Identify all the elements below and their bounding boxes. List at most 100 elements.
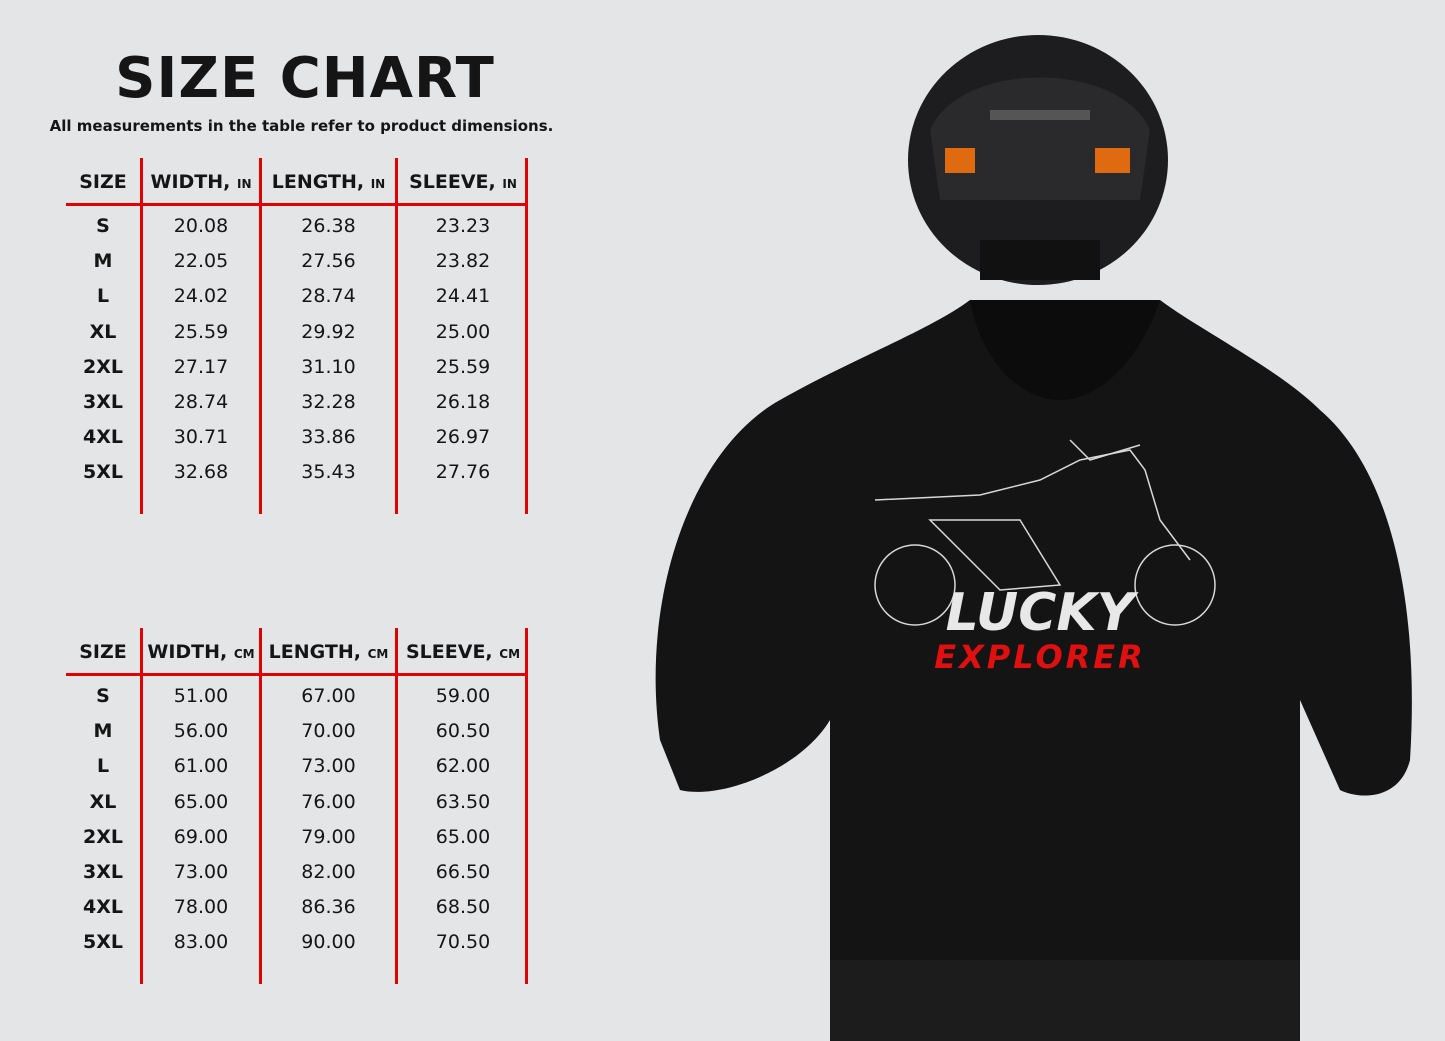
table-cell: 65.00	[435, 825, 491, 848]
subtitle: All measurements in the table refer to p…	[49, 117, 554, 135]
column-divider	[525, 628, 528, 984]
table-cell: 27.17	[173, 355, 229, 378]
header-label: WIDTH,	[147, 641, 228, 663]
header-label: SIZE	[79, 641, 127, 663]
header-unit: IN	[502, 177, 517, 191]
column-divider	[140, 628, 143, 984]
header-label: LENGTH,	[268, 641, 361, 663]
size-label: M	[93, 720, 113, 743]
table-cell: 86.36	[301, 896, 356, 919]
size-label: 3XL	[83, 391, 123, 413]
header-label: LENGTH,	[271, 171, 365, 193]
table-cell: 26.97	[435, 426, 491, 449]
table-cell: 78.00	[173, 896, 229, 919]
table-cell: 73.00	[173, 861, 229, 883]
header-divider	[66, 203, 528, 206]
table-cell: 63.50	[435, 790, 491, 813]
table-cell: 35.43	[301, 461, 356, 484]
table-cell: 56.00	[173, 720, 229, 743]
table-cell: 83.00	[173, 931, 229, 954]
table-cell: 76.00	[301, 790, 356, 813]
size-label: 3XL	[83, 861, 123, 883]
size-label: 4XL	[83, 426, 123, 449]
hoodie	[655, 300, 1412, 983]
column-divider	[395, 158, 398, 514]
table-cell: 23.23	[435, 215, 491, 237]
table-cell: 30.71	[173, 426, 229, 449]
column-header: WIDTH, IN	[143, 171, 259, 193]
table-cell: 79.00	[301, 825, 356, 848]
size-label: L	[96, 755, 110, 778]
table-cell: 31.10	[301, 355, 356, 378]
logo-explorer: EXPLORER	[934, 638, 1146, 676]
table-cell: 25.59	[435, 355, 491, 378]
table-cell: 70.50	[435, 931, 491, 954]
table-cell: 28.74	[173, 391, 229, 413]
size-label: XL	[89, 790, 117, 813]
size-label: 5XL	[83, 931, 123, 954]
header-unit: CM	[499, 647, 521, 661]
header-label: SIZE	[79, 171, 127, 193]
table-cell: 27.56	[301, 250, 356, 273]
column-header: LENGTH, CM	[262, 641, 395, 663]
column-divider	[259, 158, 262, 514]
column-header: LENGTH, IN	[262, 171, 395, 193]
size-label: S	[96, 215, 110, 237]
table-cell: 68.50	[435, 896, 491, 919]
table-cell: 27.76	[435, 461, 491, 484]
table-cell: 65.00	[173, 790, 229, 813]
table-cell: 22.05	[173, 250, 229, 273]
table-cell: 24.41	[435, 285, 491, 308]
table-cell: 59.00	[435, 685, 491, 707]
table-cell: 51.00	[173, 685, 229, 707]
table-cell: 26.38	[301, 215, 356, 237]
column-header: WIDTH, CM	[143, 641, 259, 663]
header-label: SLEEVE,	[405, 641, 493, 663]
size-label: L	[96, 285, 110, 308]
header-unit: IN	[237, 177, 252, 191]
table-cell: 66.50	[435, 861, 491, 883]
column-divider	[259, 628, 262, 984]
model-photo: LUCKY EXPLORER	[655, 35, 1412, 1041]
table-cell: 25.00	[435, 320, 491, 343]
table-cell: 20.08	[173, 215, 229, 237]
table-cell: 60.50	[435, 720, 491, 743]
header-label: SLEEVE,	[409, 171, 496, 193]
table-cell: 67.00	[301, 685, 356, 707]
header-divider	[66, 673, 528, 676]
table-cell: 61.00	[173, 755, 229, 778]
column-header: SLEEVE, CM	[398, 641, 528, 663]
size-label: 5XL	[83, 461, 123, 484]
table-cell: 73.00	[301, 755, 356, 778]
table-cell: 26.18	[435, 391, 491, 413]
column-divider	[140, 158, 143, 514]
table-cell: 32.28	[301, 391, 356, 413]
header-unit: IN	[370, 177, 386, 191]
column-divider	[395, 628, 398, 984]
table-cell: 32.68	[173, 461, 229, 484]
table-cell: 33.86	[301, 426, 356, 449]
motorcycle-graphic	[874, 439, 1216, 626]
size-label: M	[93, 250, 113, 273]
column-header: SIZE	[66, 171, 140, 193]
size-label: 2XL	[83, 825, 123, 848]
page-title: SIZE CHART	[115, 46, 495, 111]
column-divider	[525, 158, 528, 514]
size-table-inches: SIZE WIDTH, IN LENGTH, IN SLEEVE, IN S 20.08…	[66, 158, 528, 514]
size-table-cm: SIZE WIDTH, CM LENGTH, CM SLEEVE, CM S 51.00…	[66, 628, 528, 984]
size-label: S	[96, 685, 110, 707]
column-header: SIZE	[66, 641, 140, 663]
table-cell: 25.59	[173, 320, 229, 343]
table-cell: 82.00	[301, 861, 356, 883]
size-label: 4XL	[83, 896, 123, 919]
size-label: 2XL	[83, 355, 123, 378]
table-cell: 29.92	[301, 320, 356, 343]
header-label: WIDTH,	[150, 171, 231, 193]
table-cell: 70.00	[301, 720, 356, 743]
table-cell: 69.00	[173, 825, 229, 848]
header-unit: CM	[233, 647, 255, 661]
column-header: SLEEVE, IN	[398, 171, 528, 193]
table-cell: 23.82	[435, 250, 491, 273]
size-label: XL	[89, 320, 117, 343]
table-cell: 90.00	[301, 931, 356, 954]
